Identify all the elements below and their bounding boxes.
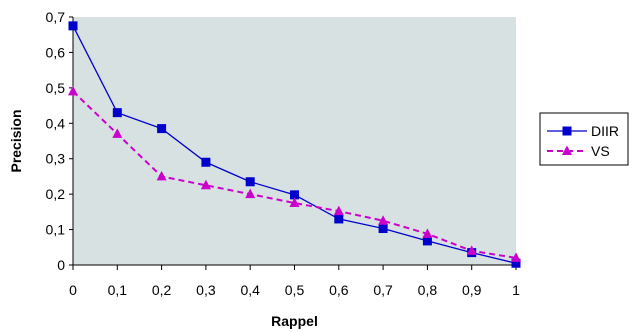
series-vs-point	[422, 228, 433, 238]
series-vs-point	[68, 85, 78, 96]
x-tick-label: 0,1	[108, 282, 128, 298]
series-diir-point	[334, 214, 344, 224]
legend-diir-label: DIIR	[591, 123, 619, 139]
y-tick-label: 0,1	[46, 222, 66, 238]
series-vs-point	[378, 215, 389, 225]
series-vs	[68, 85, 521, 262]
legend-box	[539, 112, 629, 166]
x-tick-label: 0,7	[373, 282, 393, 298]
series-diir-point	[201, 157, 211, 167]
series-diir-point	[112, 108, 122, 118]
x-tick-label: 0,9	[462, 282, 482, 298]
series-vs-point	[245, 188, 256, 199]
series-diir-point	[511, 258, 521, 268]
x-tick-label: 0,3	[196, 282, 216, 298]
series-vs-point	[112, 128, 123, 138]
series-diir-point	[290, 190, 299, 200]
legend-vs-marker	[562, 145, 572, 155]
series-vs-point	[156, 170, 167, 181]
y-tick-label: 0	[57, 257, 65, 273]
x-axis-label: Rappel	[271, 313, 318, 329]
legend-vs-label: VS	[591, 143, 610, 159]
x-tick-label: 0,5	[285, 282, 305, 298]
x-axis-ticks: 0 0,1 0,2 0,3 0,4 0,5 0,6 0,7 0,8 0,9 1	[69, 17, 520, 298]
series-diir-point	[245, 177, 255, 187]
series-vs-line	[72, 90, 517, 259]
y-tick-label: 0,6	[46, 44, 66, 60]
series-diir-point	[68, 21, 78, 31]
x-tick-label: 0,6	[329, 282, 349, 298]
series-vs-point	[200, 179, 211, 190]
x-tick-label: 1	[512, 282, 520, 298]
series-vs-point	[466, 245, 477, 255]
x-tick-label: 0,2	[152, 282, 172, 298]
y-axis-label: Precision	[8, 109, 24, 172]
y-tick-label: 0,2	[46, 186, 66, 202]
series-vs-point	[511, 252, 521, 262]
x-tick-label: 0,4	[240, 282, 260, 298]
x-tick-label: 0	[69, 282, 77, 298]
y-tick-label: 0,7	[46, 9, 66, 25]
series-diir-point	[378, 224, 388, 234]
y-tick-label: 0,4	[46, 115, 66, 131]
plot-area	[73, 17, 516, 265]
y-tick-label: 0,3	[46, 151, 66, 167]
x-tick-label: 0,8	[418, 282, 438, 298]
series-diir-point	[157, 124, 167, 134]
series-diir-point	[422, 236, 432, 246]
series-vs-point	[289, 197, 300, 207]
y-tick-label: 0,5	[46, 80, 66, 96]
legend-diir-marker	[562, 126, 572, 136]
series-layer	[68, 21, 521, 268]
series-vs-point	[333, 205, 344, 216]
legend: DIIR VS	[539, 112, 629, 166]
y-axis-ticks: 0 0,1 0,2 0,3 0,4 0,5 0,6 0,7	[46, 9, 73, 273]
